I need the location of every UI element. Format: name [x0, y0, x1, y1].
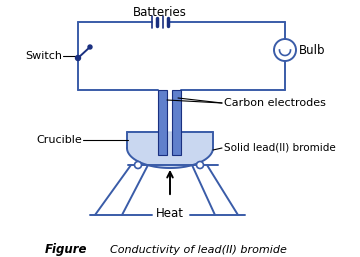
- Circle shape: [197, 161, 203, 169]
- Text: Solid lead(II) bromide: Solid lead(II) bromide: [224, 143, 336, 153]
- Bar: [158, 90, 167, 155]
- Text: Batteries: Batteries: [133, 6, 187, 20]
- Text: Bulb: Bulb: [299, 43, 325, 57]
- Text: Figure: Figure: [45, 243, 87, 256]
- Text: Carbon electrodes: Carbon electrodes: [224, 98, 326, 108]
- Circle shape: [88, 45, 92, 49]
- Text: Crucible: Crucible: [36, 135, 82, 145]
- Circle shape: [135, 161, 141, 169]
- Text: Switch: Switch: [25, 51, 62, 61]
- Polygon shape: [127, 132, 213, 168]
- Circle shape: [76, 56, 81, 60]
- Text: Heat: Heat: [156, 207, 184, 220]
- Bar: [172, 90, 181, 155]
- Text: Conductivity of lead(II) bromide: Conductivity of lead(II) bromide: [110, 245, 287, 255]
